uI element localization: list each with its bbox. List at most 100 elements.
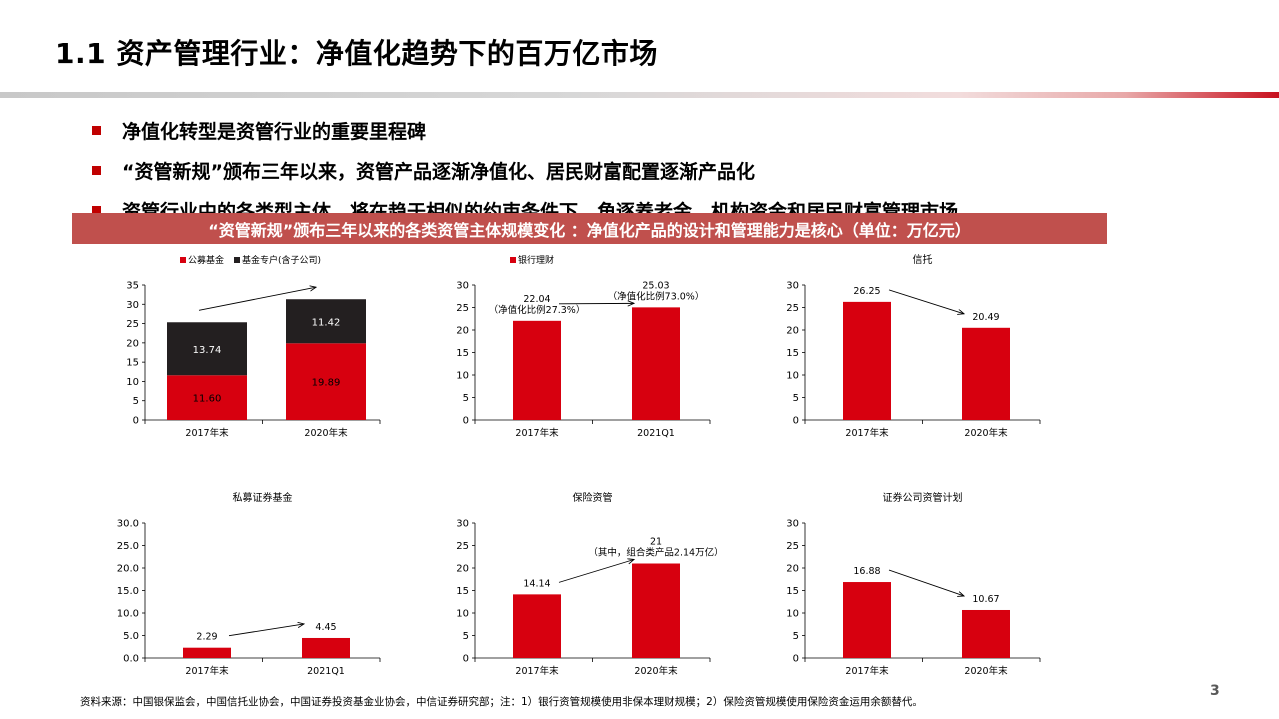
- y-tick-label: 10: [456, 609, 469, 620]
- y-tick-label: 15: [456, 348, 469, 359]
- y-tick-label: 5: [463, 631, 469, 642]
- bar-value-label: 4.45: [315, 622, 336, 633]
- y-tick-label: 15: [126, 358, 139, 369]
- y-tick-label: 20: [456, 564, 469, 575]
- y-tick-label: 25: [126, 319, 139, 330]
- y-tick-label: 30: [456, 519, 469, 530]
- bar: [167, 322, 247, 376]
- bar-value-label: （净值化比例73.0%）: [608, 290, 705, 302]
- chart-trust: 信托 0 5 10 15 20 25 30 2017年末 2020年末 26.25 20.49: [735, 250, 1085, 445]
- chart-title: 信托: [913, 253, 933, 266]
- chart-title: 保险资管: [573, 491, 613, 504]
- bar: [843, 301, 891, 420]
- x-tick-label: 2017年末: [845, 665, 889, 677]
- y-tick-label: 0: [463, 416, 469, 427]
- y-tick-label: 15: [786, 586, 799, 597]
- bar-value-label: 14.14: [523, 578, 550, 589]
- y-tick-label: 10: [456, 371, 469, 382]
- legend-label: 银行理财: [518, 254, 554, 266]
- y-tick-label: 15: [456, 586, 469, 597]
- page-number: 3: [1210, 683, 1220, 699]
- bar-value-label: 13.74: [193, 345, 222, 356]
- y-tick-label: 30.0: [117, 519, 139, 530]
- y-tick-label: 25: [786, 541, 799, 552]
- bullet-text: “资管新规”颁布三年以来，资管产品逐渐净值化、居民财富配置逐渐产品化: [122, 160, 755, 183]
- y-tick-label: 30: [126, 300, 139, 311]
- y-tick-label: 20: [126, 338, 139, 349]
- x-tick-label: 2020年末: [964, 427, 1008, 439]
- chart-securities-asset-management: 证券公司资管计划 0 5 10 15 20 25 30 2017年末 2020年末 16.88 10.…: [735, 488, 1085, 683]
- x-tick-label: 2020年末: [634, 665, 678, 677]
- bullet-square-icon: [92, 206, 101, 215]
- bar-value-label: 16.88: [853, 566, 880, 577]
- bar: [286, 343, 366, 420]
- y-tick-label: 30: [786, 519, 799, 530]
- bar: [513, 320, 561, 420]
- bar-value-label: （其中，组合类产品2.14万亿）: [588, 547, 723, 559]
- y-tick-label: 10: [786, 609, 799, 620]
- y-tick-label: 0: [463, 654, 469, 665]
- x-tick-label: 2020年末: [964, 665, 1008, 677]
- x-tick-label: 2017年末: [185, 665, 229, 677]
- chart-insurance-asset-management: 保险资管 0 5 10 15 20 25 30 2017年末 2020年末 14.14 21 （其中，组…: [405, 488, 755, 683]
- chart-title: 私募证券基金: [233, 491, 293, 504]
- y-tick-label: 10: [126, 377, 139, 388]
- bar-value-label: （净值化比例27.3%）: [489, 304, 586, 316]
- bar-value-label: 10.67: [972, 594, 999, 605]
- bullet-item: “资管新规”颁布三年以来，资管产品逐渐净值化、居民财富配置逐渐产品化: [92, 150, 1242, 190]
- bullet-list: 净值化转型是资管行业的重要里程碑 “资管新规”颁布三年以来，资管产品逐渐净值化、…: [92, 110, 1242, 230]
- y-tick-label: 0.0: [123, 654, 139, 665]
- bar: [302, 637, 350, 658]
- x-tick-label: 2017年末: [515, 665, 559, 677]
- y-tick-label: 35: [126, 281, 139, 292]
- bar-value-label: 22.04: [523, 294, 550, 305]
- legend-label: 公募基金: [188, 254, 224, 266]
- y-tick-label: 20.0: [117, 564, 139, 575]
- y-tick-label: 25.0: [117, 541, 139, 552]
- bar-value-label: 11.60: [193, 394, 222, 405]
- bar: [962, 327, 1010, 420]
- y-tick-label: 0: [793, 654, 799, 665]
- chart-public-funds: 公募基金 基金专户(含子公司) 0 5 10 15 20 25 30 35 2017年末 2020年末…: [75, 250, 425, 445]
- y-tick-label: 30: [786, 281, 799, 292]
- y-tick-label: 10: [786, 371, 799, 382]
- bar: [632, 563, 680, 658]
- x-tick-label: 2021Q1: [637, 428, 675, 439]
- bar-value-label: 26.25: [853, 286, 880, 297]
- data-source-note: 资料来源：中国银保监会，中国信托业协会，中国证券投资基金业协会，中信证券研究部；…: [80, 696, 923, 708]
- bar-value-label: 2.29: [196, 632, 217, 643]
- y-tick-label: 20: [786, 564, 799, 575]
- bar: [632, 307, 680, 420]
- bar: [286, 299, 366, 344]
- y-tick-label: 25: [456, 541, 469, 552]
- bar-value-label: 11.42: [312, 317, 341, 328]
- y-tick-label: 25: [786, 303, 799, 314]
- x-tick-label: 2017年末: [845, 427, 889, 439]
- bar: [183, 647, 231, 658]
- chart-bank-wealth-management: 银行理财 0 5 10 15 20 25 30 2017年末 2021Q1 22.04 （净值化比例2…: [405, 250, 755, 445]
- y-tick-label: 20: [456, 326, 469, 337]
- bar-value-label: 25.03: [642, 280, 669, 291]
- y-tick-label: 25: [456, 303, 469, 314]
- bar-value-label: 20.49: [972, 312, 999, 323]
- y-tick-label: 20: [786, 326, 799, 337]
- bar-value-label: 19.89: [312, 378, 341, 389]
- bullet-square-icon: [92, 126, 101, 135]
- bar: [513, 594, 561, 658]
- bar: [962, 609, 1010, 658]
- x-tick-label: 2020年末: [304, 427, 348, 439]
- chart-title: 证券公司资管计划: [883, 491, 963, 504]
- slide-title: 1.1 资产管理行业：净值化趋势下的百万亿市场: [55, 37, 658, 70]
- legend-swatch: [180, 257, 186, 263]
- y-tick-label: 30: [456, 281, 469, 292]
- trend-arrow-icon: [888, 569, 964, 596]
- trend-arrow-icon: [888, 289, 964, 314]
- y-tick-label: 15.0: [117, 586, 139, 597]
- bar-value-label: 21: [650, 537, 662, 548]
- y-tick-label: 0: [133, 416, 139, 427]
- y-tick-label: 5: [793, 393, 799, 404]
- y-tick-label: 10.0: [117, 609, 139, 620]
- y-tick-label: 5: [463, 393, 469, 404]
- x-tick-label: 2017年末: [185, 427, 229, 439]
- bullet-text: 净值化转型是资管行业的重要里程碑: [122, 120, 427, 143]
